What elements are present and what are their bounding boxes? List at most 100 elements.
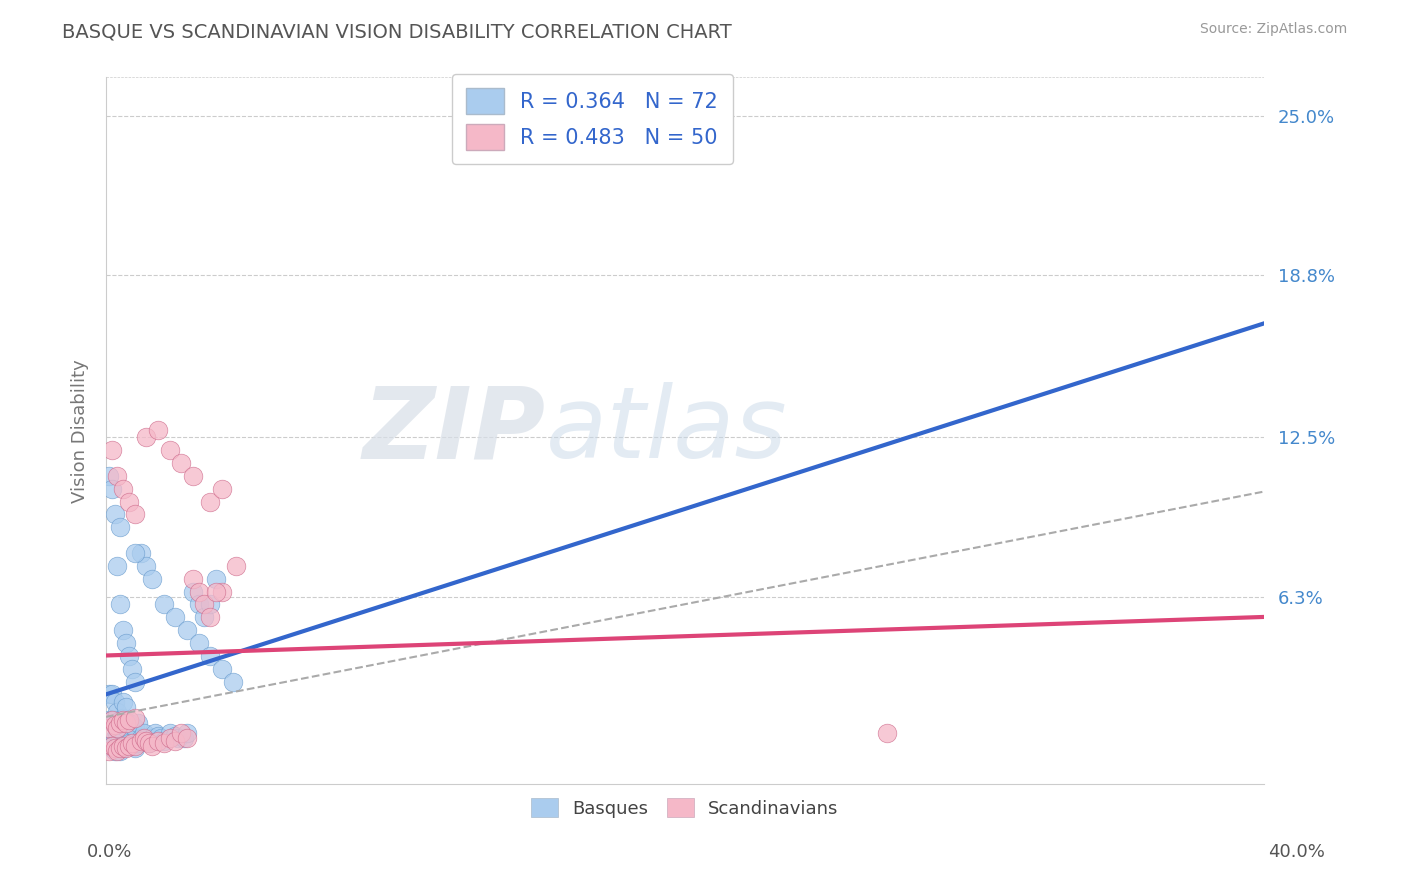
Point [110, 731, 132, 746]
Text: 40.0%: 40.0% [1268, 843, 1324, 861]
Point [181, 584, 204, 599]
Point [146, 733, 169, 747]
Point [104, 695, 127, 709]
Point [97, 469, 120, 483]
Text: BASQUE VS SCANDINAVIAN VISION DISABILITY CORRELATION CHART: BASQUE VS SCANDINAVIAN VISION DISABILITY… [62, 22, 731, 41]
Point [181, 572, 204, 586]
Point [124, 508, 146, 522]
Point [165, 729, 187, 743]
Point [107, 741, 129, 756]
Point [127, 715, 149, 730]
Point [222, 674, 245, 689]
Point [97, 744, 120, 758]
Point [173, 731, 195, 746]
Point [138, 736, 160, 750]
Point [115, 700, 138, 714]
Point [132, 731, 155, 746]
Point [97, 713, 120, 727]
Point [100, 482, 122, 496]
Point [135, 430, 157, 444]
Point [211, 482, 233, 496]
Point [152, 598, 174, 612]
Point [124, 710, 146, 724]
Point [100, 443, 122, 458]
Point [193, 598, 215, 612]
Point [141, 572, 163, 586]
Point [211, 584, 233, 599]
Point [121, 739, 143, 753]
Point [97, 688, 120, 702]
Point [112, 695, 135, 709]
Point [132, 726, 155, 740]
Point [159, 443, 181, 458]
Point [146, 423, 169, 437]
Point [149, 731, 172, 746]
Point [115, 741, 138, 756]
Point [187, 584, 209, 599]
Point [100, 739, 122, 753]
Point [107, 706, 129, 720]
Point [176, 731, 198, 746]
Point [115, 739, 138, 753]
Point [225, 558, 247, 573]
Point [135, 733, 157, 747]
Point [121, 662, 143, 676]
Point [205, 584, 228, 599]
Point [187, 598, 209, 612]
Point [141, 731, 163, 746]
Point [118, 494, 141, 508]
Point [104, 741, 127, 756]
Point [107, 726, 129, 740]
Point [165, 733, 187, 747]
Point [876, 726, 898, 740]
Point [143, 726, 166, 740]
Point [159, 731, 181, 746]
Text: ZIP: ZIP [363, 383, 546, 479]
Point [159, 726, 181, 740]
Point [152, 733, 174, 747]
Point [127, 736, 149, 750]
Point [124, 546, 146, 560]
Point [110, 713, 132, 727]
Point [181, 469, 204, 483]
Point [112, 726, 135, 740]
Point [100, 713, 122, 727]
Point [198, 610, 221, 624]
Text: 0.0%: 0.0% [87, 843, 132, 861]
Point [170, 726, 193, 740]
Point [104, 718, 127, 732]
Point [152, 736, 174, 750]
Point [135, 733, 157, 747]
Point [129, 546, 152, 560]
Point [118, 713, 141, 727]
Point [107, 558, 129, 573]
Point [110, 520, 132, 534]
Point [141, 739, 163, 753]
Point [112, 713, 135, 727]
Point [170, 456, 193, 470]
Point [211, 662, 233, 676]
Point [135, 558, 157, 573]
Point [118, 648, 141, 663]
Text: atlas: atlas [546, 383, 787, 479]
Point [110, 744, 132, 758]
Y-axis label: Vision Disability: Vision Disability [72, 359, 89, 503]
Point [118, 715, 141, 730]
Point [115, 715, 138, 730]
Point [205, 572, 228, 586]
Point [107, 469, 129, 483]
Point [198, 494, 221, 508]
Point [129, 731, 152, 746]
Point [104, 731, 127, 746]
Point [100, 739, 122, 753]
Point [176, 623, 198, 637]
Point [97, 721, 120, 735]
Point [124, 721, 146, 735]
Point [110, 715, 132, 730]
Point [124, 674, 146, 689]
Point [198, 648, 221, 663]
Point [112, 482, 135, 496]
Point [107, 744, 129, 758]
Point [165, 610, 187, 624]
Point [115, 721, 138, 735]
